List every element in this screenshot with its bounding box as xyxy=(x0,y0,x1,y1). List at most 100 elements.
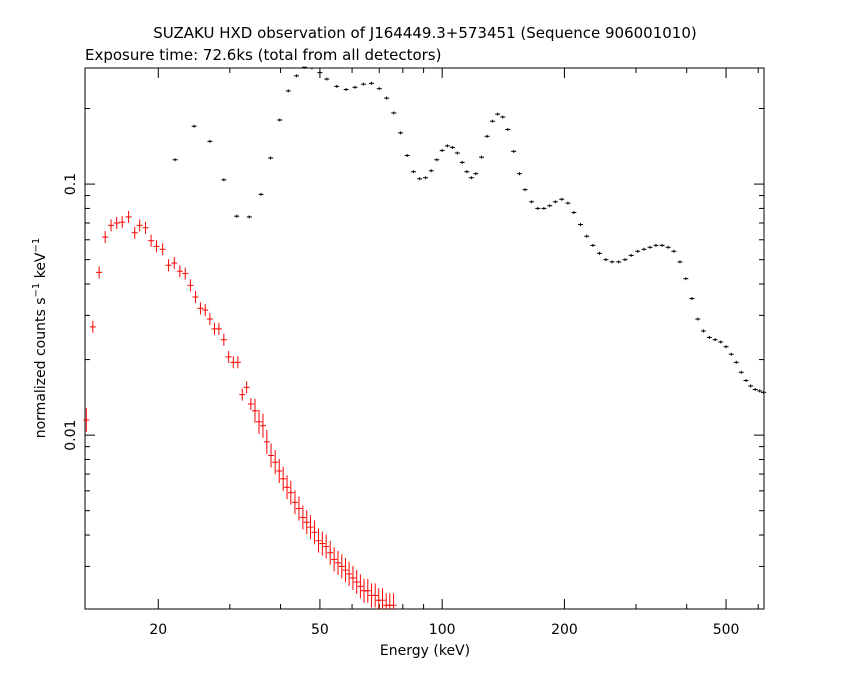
data-point xyxy=(641,247,647,251)
data-point xyxy=(511,149,517,153)
data-point xyxy=(728,352,734,356)
data-point xyxy=(464,170,470,174)
y-tick-label: 0.01 xyxy=(63,420,79,451)
data-point xyxy=(752,387,758,391)
data-point xyxy=(439,149,445,153)
data-point xyxy=(459,160,465,164)
data-point xyxy=(647,245,653,249)
data-point xyxy=(616,260,622,264)
data-point xyxy=(136,219,143,232)
data-point xyxy=(701,329,707,333)
data-point xyxy=(449,145,455,149)
data-point xyxy=(287,480,294,505)
data-point xyxy=(565,201,571,205)
data-point xyxy=(83,407,90,432)
data-point xyxy=(743,379,749,383)
data-point xyxy=(119,216,126,229)
data-point xyxy=(207,139,213,143)
data-point xyxy=(272,450,279,475)
data-point xyxy=(342,558,349,583)
data-point xyxy=(603,258,609,262)
data-point xyxy=(434,158,440,162)
y-axis-label-sup-a: −1 xyxy=(31,283,42,298)
data-point xyxy=(89,320,96,333)
data-point xyxy=(247,398,254,411)
data-point xyxy=(280,466,287,491)
data-point xyxy=(303,510,310,535)
data-point xyxy=(192,291,199,304)
data-point xyxy=(428,169,434,173)
data-point xyxy=(331,547,338,572)
data-point xyxy=(628,253,634,257)
data-point xyxy=(748,384,754,388)
data-point xyxy=(653,243,659,247)
data-point xyxy=(284,475,291,500)
data-point xyxy=(723,345,729,349)
data-point xyxy=(384,96,390,100)
y-axis-label: normalized counts s−1 keV−1 xyxy=(31,238,49,439)
data-point xyxy=(500,115,506,119)
data-point xyxy=(319,531,326,556)
data-point xyxy=(386,593,393,609)
x-tick-label: 200 xyxy=(551,622,578,638)
data-point xyxy=(338,554,345,579)
data-point xyxy=(577,223,583,227)
x-tick-label: 500 xyxy=(713,622,740,638)
data-point xyxy=(256,409,263,434)
data-point xyxy=(96,266,103,279)
data-point xyxy=(291,490,298,515)
data-point xyxy=(677,260,683,264)
data-point xyxy=(153,240,160,253)
chart-title: SUZAKU HXD observation of J164449.3+5734… xyxy=(153,24,696,42)
x-axis-ticks: 20 50 100 200 500 xyxy=(149,68,759,638)
data-point xyxy=(357,574,364,599)
plot-frame xyxy=(84,67,765,610)
data-point xyxy=(349,565,356,590)
data-point xyxy=(268,443,275,468)
data-point xyxy=(307,515,314,540)
data-point xyxy=(102,231,109,244)
data-point xyxy=(718,340,724,344)
data-point xyxy=(738,370,744,374)
data-point xyxy=(301,66,307,69)
data-point xyxy=(215,322,222,335)
data-point xyxy=(221,178,227,182)
data-point xyxy=(352,85,358,89)
data-point xyxy=(757,389,763,393)
data-point xyxy=(263,429,270,454)
x-tick-label: 20 xyxy=(149,622,167,638)
data-point xyxy=(379,588,386,609)
data-point xyxy=(635,249,641,253)
data-point xyxy=(285,89,291,93)
data-point xyxy=(317,71,323,75)
data-point xyxy=(479,155,485,159)
data-point xyxy=(683,277,689,281)
data-point xyxy=(353,570,360,595)
data-point xyxy=(444,144,450,148)
data-point xyxy=(251,398,258,423)
data-point xyxy=(522,188,528,192)
series-1 xyxy=(172,66,766,394)
data-point xyxy=(335,550,342,575)
data-point xyxy=(597,251,603,255)
data-point xyxy=(541,206,547,210)
data-point xyxy=(165,259,172,272)
data-point xyxy=(334,84,340,88)
data-point xyxy=(172,158,178,162)
data-point xyxy=(689,297,695,301)
data-point xyxy=(760,390,766,394)
data-point xyxy=(323,534,330,559)
data-point xyxy=(489,119,495,123)
data-point xyxy=(376,87,382,91)
data-point xyxy=(375,588,382,609)
data-point xyxy=(246,215,252,219)
data-point xyxy=(495,112,501,116)
data-point xyxy=(125,210,132,223)
data-point xyxy=(234,214,240,218)
data-point xyxy=(225,350,232,363)
data-point xyxy=(148,234,155,247)
data-point xyxy=(360,82,366,86)
x-axis-label: Energy (keV) xyxy=(380,643,470,659)
data-point xyxy=(182,267,189,280)
